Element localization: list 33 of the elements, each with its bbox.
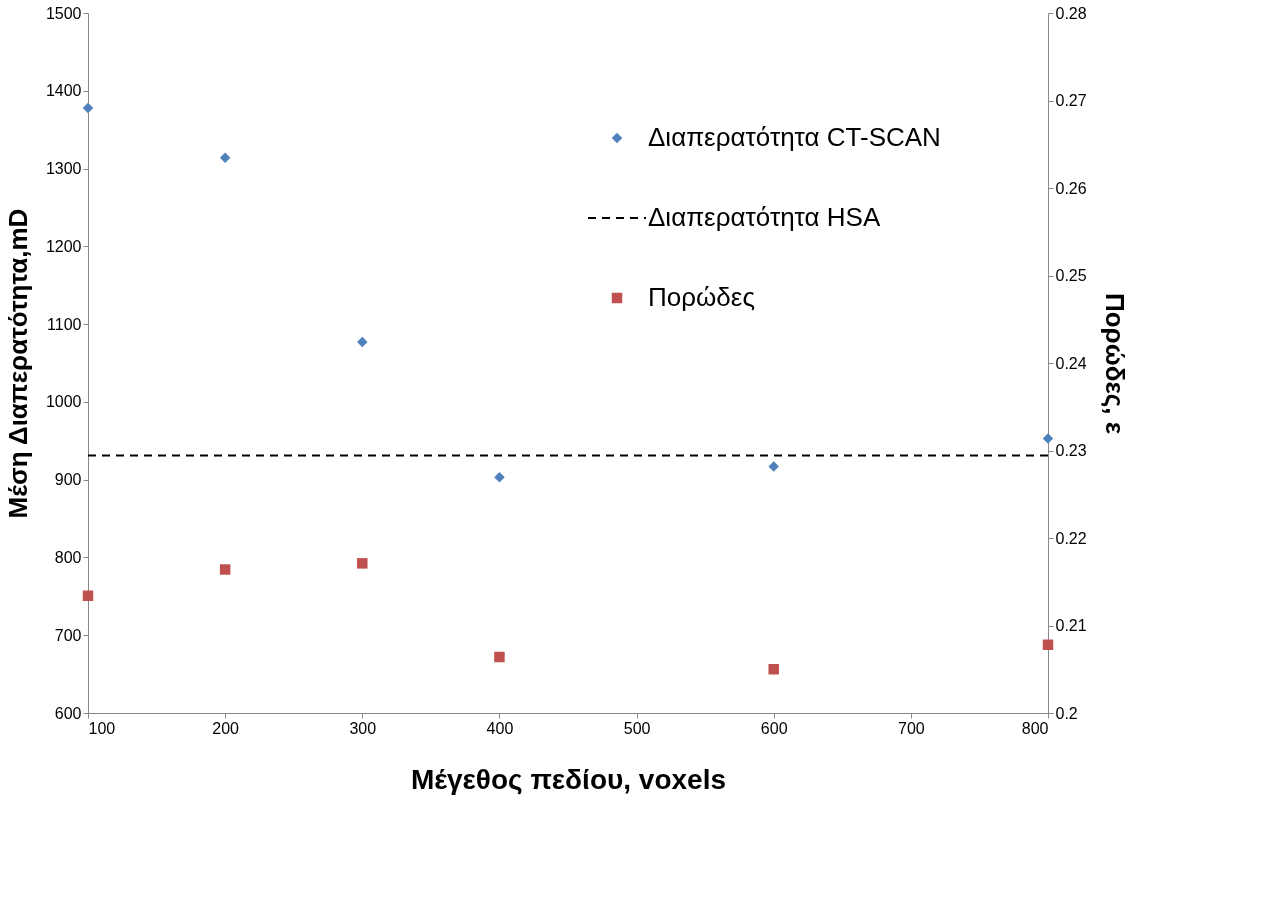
x-axis-title: Μέγεθος πεδίου, voxels: [410, 763, 727, 795]
legend-label: Πορώδες: [648, 282, 755, 312]
legend-label: Διαπερατότητα HSA: [648, 202, 881, 232]
x-tick-label: 700: [898, 719, 925, 737]
y-tick-label: 1100: [47, 315, 82, 333]
y-tick-label: 700: [54, 626, 82, 644]
y2-tick-label: 0.25: [1055, 267, 1087, 284]
x-tick-label: 600: [760, 719, 788, 737]
y-tick-label: 900: [54, 471, 82, 489]
y-tick-label: 1300: [45, 160, 82, 178]
x-tick-label: 100: [88, 719, 116, 737]
x-tick-label: 200: [212, 719, 240, 737]
y2-tick-label: 0.23: [1055, 442, 1087, 459]
y-tick-label: 1500: [45, 4, 82, 22]
x-tick-label: 500: [623, 719, 651, 737]
y2-tick-label: 0.24: [1055, 354, 1087, 372]
y-tick-label: 800: [54, 548, 82, 566]
y2-axis-title: Πορώδες, ε: [1099, 292, 1130, 435]
x-tick-label: 800: [1021, 719, 1049, 737]
y2-tick-label: 0.27: [1055, 92, 1087, 109]
y-tick-label: 1200: [45, 237, 82, 255]
legend-label: Διαπερατότητα CT-SCAN: [648, 122, 941, 152]
y2-tick-label: 0.2: [1055, 704, 1078, 722]
y-tick-label: 1400: [45, 82, 82, 100]
y-axis-title: Μέση Διαπερατότητα,mD: [2, 208, 33, 519]
y-tick-label: 1000: [45, 393, 82, 411]
y-tick-label: 600: [54, 704, 82, 722]
y2-tick-label: 0.28: [1055, 4, 1087, 22]
x-tick-label: 400: [486, 719, 514, 737]
x-tick-label: 300: [349, 719, 377, 737]
y2-tick-label: 0.21: [1055, 617, 1087, 634]
y2-tick-label: 0.26: [1055, 179, 1087, 197]
y2-tick-label: 0.22: [1055, 529, 1087, 547]
